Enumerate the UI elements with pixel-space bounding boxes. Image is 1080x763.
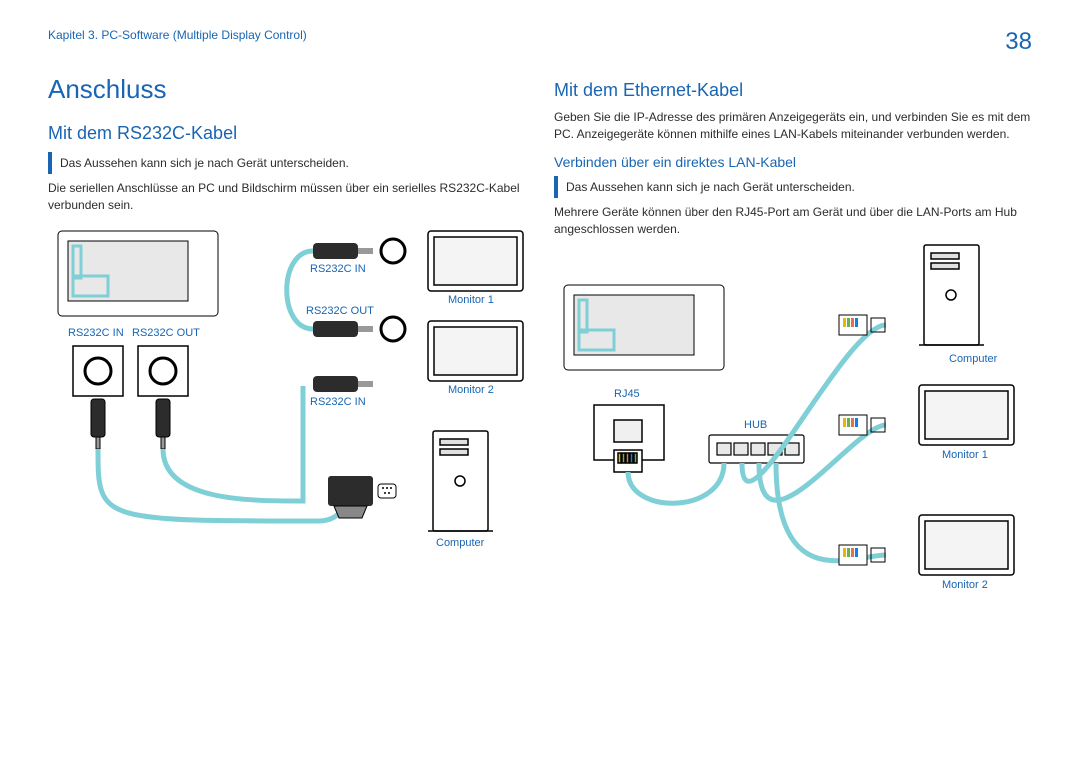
label-monitor1-r: Monitor 1: [942, 449, 988, 461]
rs232c-diagram: RS232C IN RS232C OUT RS232C IN RS232C OU…: [48, 221, 526, 601]
heading-rs232c: Mit dem RS232C-Kabel: [48, 123, 526, 144]
note-right: Das Aussehen kann sich je nach Gerät unt…: [554, 176, 1032, 198]
heading-anschluss: Anschluss: [48, 74, 526, 105]
label-rs232c-in-3: RS232C IN: [310, 396, 366, 408]
label-monitor1: Monitor 1: [448, 294, 494, 306]
left-column: Anschluss Mit dem RS232C-Kabel Das Ausse…: [48, 74, 526, 625]
label-monitor2: Monitor 2: [448, 384, 494, 396]
label-rs232c-out-2: RS232C OUT: [306, 305, 374, 317]
page-header: Kapitel 3. PC-Software (Multiple Display…: [0, 0, 1080, 66]
label-computer: Computer: [436, 537, 484, 549]
chapter-label: Kapitel 3. PC-Software (Multiple Display…: [48, 28, 307, 42]
label-rs232c-in-2: RS232C IN: [310, 263, 366, 275]
body-left: Die seriellen Anschlüsse an PC und Bilds…: [48, 180, 526, 215]
columns: Anschluss Mit dem RS232C-Kabel Das Ausse…: [0, 66, 1080, 625]
label-rj45: RJ45: [614, 388, 640, 400]
heading-ethernet: Mit dem Ethernet-Kabel: [554, 80, 1032, 101]
heading-lan: Verbinden über ein direktes LAN-Kabel: [554, 154, 1032, 170]
body-right-2: Mehrere Geräte können über den RJ45-Port…: [554, 204, 1032, 239]
ethernet-diagram: RJ45 HUB Computer Monitor 1 Monitor 2: [554, 245, 1032, 625]
label-computer-r: Computer: [949, 353, 997, 365]
label-rs232c-out-1: RS232C OUT: [132, 327, 200, 339]
label-monitor2-r: Monitor 2: [942, 579, 988, 591]
right-column: Mit dem Ethernet-Kabel Geben Sie die IP-…: [554, 74, 1032, 625]
page-number: 38: [1005, 28, 1032, 56]
label-hub: HUB: [744, 419, 767, 431]
body-right-1: Geben Sie die IP-Adresse des primären An…: [554, 109, 1032, 144]
note-left: Das Aussehen kann sich je nach Gerät unt…: [48, 152, 526, 174]
label-rs232c-in-1: RS232C IN: [68, 327, 124, 339]
